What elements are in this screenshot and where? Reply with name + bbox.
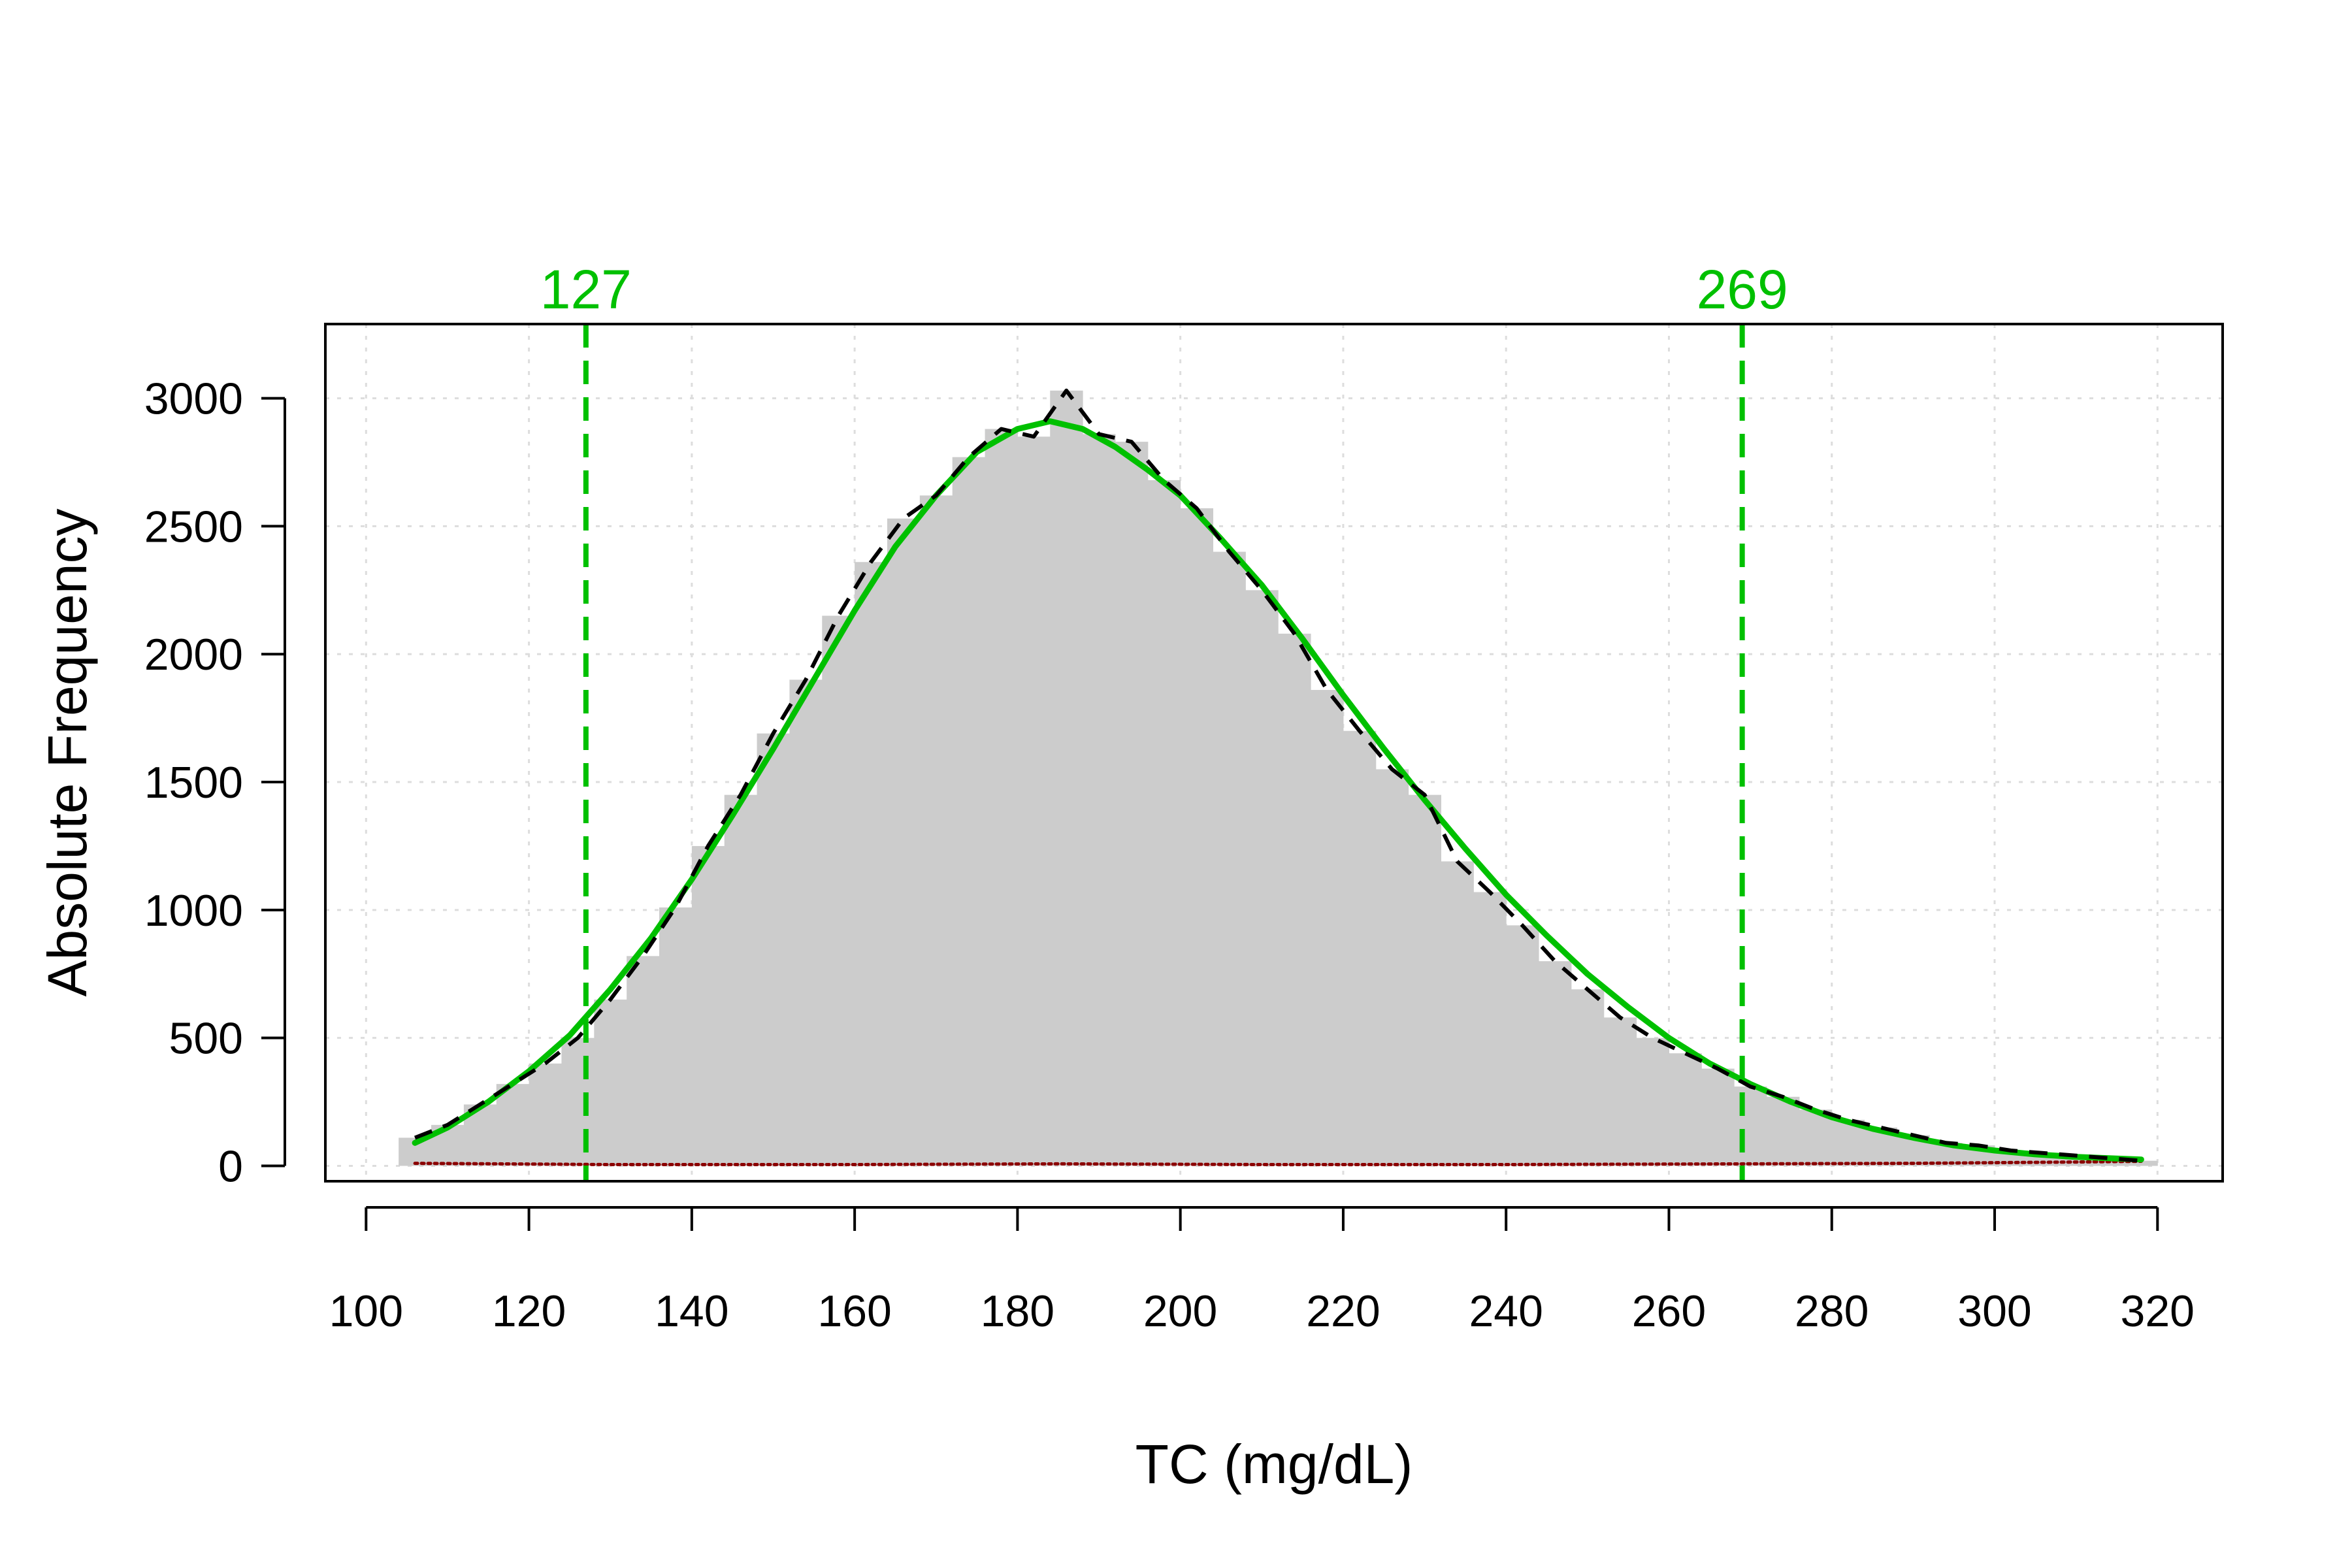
x-tick-label: 280 (1795, 1286, 1869, 1336)
histogram-bar (659, 907, 693, 1166)
x-tick-label: 120 (492, 1286, 566, 1336)
x-tick-label: 260 (1632, 1286, 1706, 1336)
y-tick-label: 2500 (144, 502, 243, 551)
x-tick-label: 240 (1469, 1286, 1543, 1336)
y-tick-label: 2000 (144, 630, 243, 679)
x-tick-label: 300 (1957, 1286, 2031, 1336)
reference-line-label: 127 (540, 259, 632, 320)
histogram-bar (1343, 730, 1377, 1166)
histogram-bar (1278, 633, 1311, 1166)
histogram-bar (1603, 1017, 1637, 1166)
grid (325, 324, 2223, 1181)
histogram-bar (887, 518, 921, 1166)
baseline-curve (413, 1160, 2143, 1166)
fitted-curve (412, 418, 2144, 1163)
y-tick-label: 1000 (144, 886, 243, 936)
histogram-bar (1050, 390, 1083, 1166)
histogram-bar (496, 1084, 530, 1166)
histogram-bar (757, 733, 790, 1166)
histogram-bar (594, 999, 627, 1166)
histogram-bar (1083, 434, 1116, 1166)
histogram-bar (1375, 769, 1409, 1166)
histogram-bars (399, 390, 2158, 1166)
histogram-bar (1734, 1086, 1767, 1166)
x-tick-label: 160 (817, 1286, 891, 1336)
histogram-bar (952, 457, 986, 1166)
histogram-bar (2125, 1160, 2158, 1166)
histogram-bar (1441, 861, 1474, 1166)
x-tick-label: 100 (329, 1286, 403, 1336)
histogram-bar (1636, 1037, 1669, 1166)
x-tick-label: 140 (655, 1286, 728, 1336)
x-tick-label: 220 (1306, 1286, 1380, 1336)
histogram-bar (1115, 442, 1149, 1166)
y-tick-label: 500 (169, 1014, 243, 1064)
histogram-bar (1767, 1096, 1800, 1166)
histogram-bar (1571, 989, 1605, 1166)
histogram-bar (1311, 690, 1344, 1166)
plot-frame (324, 323, 2224, 1183)
histogram-bar (691, 845, 725, 1166)
y-tick-label: 1500 (144, 758, 243, 808)
histogram-bar (724, 794, 758, 1166)
reference-line-label: 269 (1697, 259, 1788, 320)
x-tick-label: 320 (2121, 1286, 2195, 1336)
density-curve (414, 388, 2142, 1163)
x-tick-label: 180 (981, 1286, 1054, 1336)
histogram-bar (919, 495, 953, 1166)
reference-lines: 127 269 (540, 259, 1788, 1181)
histogram-bar (1180, 508, 1214, 1166)
histogram-bar (529, 1063, 562, 1166)
histogram-bar (1147, 480, 1181, 1166)
y-axis-title: Absolute Frequency (37, 508, 98, 996)
y-tick-label: 0 (218, 1142, 243, 1192)
histogram-bar (985, 429, 1018, 1166)
histogram-bar (1213, 551, 1246, 1166)
histogram-bar (855, 562, 888, 1166)
histogram-bar (1408, 794, 1442, 1166)
histogram-bar (822, 615, 855, 1166)
histogram-bar (561, 1037, 595, 1166)
histogram-bar (1539, 961, 1572, 1166)
histogram-bar (1017, 436, 1051, 1166)
axes: 100 120 140 160 180 200 220 240 260 280 300 320 0 500… (144, 374, 2195, 1336)
histogram-bar (1669, 1053, 1702, 1166)
x-tick-label: 200 (1143, 1286, 1217, 1336)
histogram-bar (1701, 1068, 1735, 1166)
density-lines (412, 388, 2144, 1166)
histogram-bar (1506, 925, 1539, 1166)
y-tick-label: 3000 (144, 374, 243, 424)
x-axis-title: TC (mg/dL) (1135, 1433, 1413, 1495)
histogram-bar (1799, 1109, 1833, 1166)
histogram-bar (1245, 590, 1279, 1166)
histogram-bar (789, 679, 823, 1166)
histogram-bar (627, 956, 660, 1166)
histogram-bar (1473, 892, 1507, 1166)
